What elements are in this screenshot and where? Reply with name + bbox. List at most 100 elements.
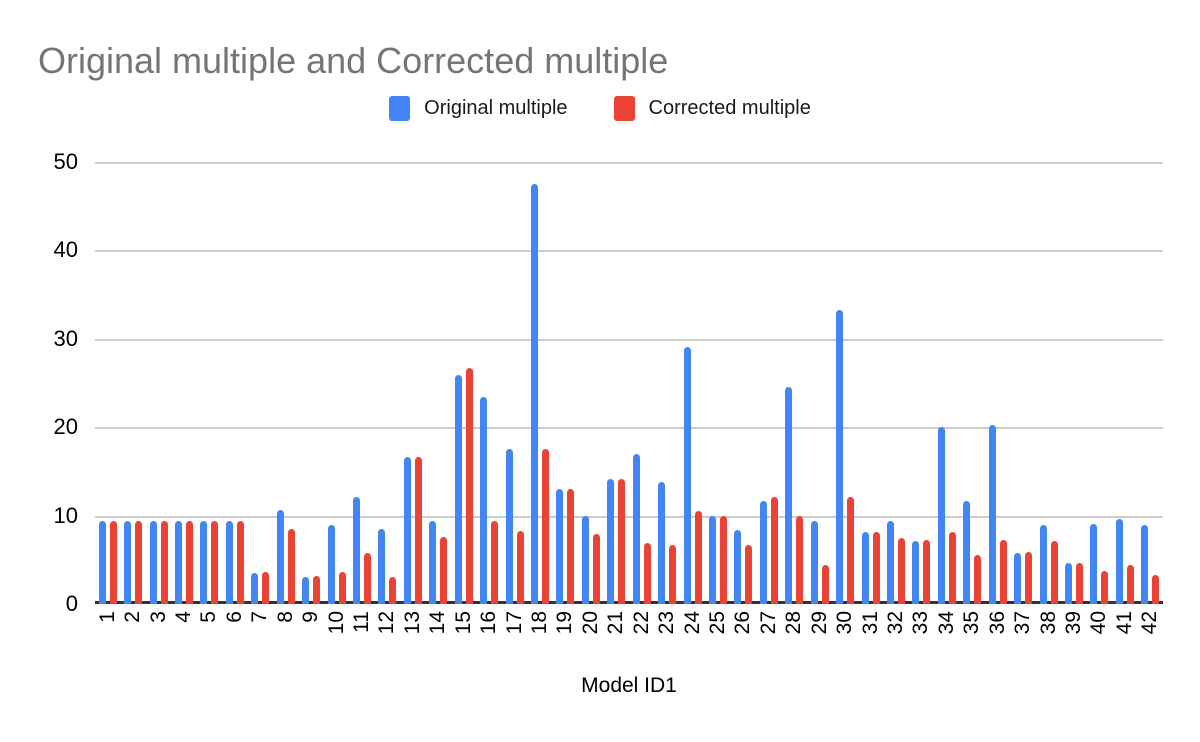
bar-original bbox=[581, 515, 589, 604]
x-tick-label: 31 bbox=[859, 611, 882, 635]
bar-original bbox=[1141, 525, 1149, 604]
bar-group bbox=[861, 532, 880, 604]
bar-corrected bbox=[821, 565, 829, 604]
bar-corrected bbox=[211, 520, 219, 604]
bar-original bbox=[378, 528, 386, 604]
bar-original bbox=[480, 397, 488, 604]
bar-original bbox=[887, 520, 894, 604]
bar-original bbox=[175, 520, 182, 604]
bar-group bbox=[276, 510, 295, 604]
bar-group bbox=[1039, 525, 1058, 604]
bar-original bbox=[276, 510, 284, 604]
bar-corrected bbox=[109, 520, 117, 604]
bar-group bbox=[632, 453, 651, 604]
x-tick-label: 7 bbox=[248, 611, 271, 623]
bar-group bbox=[912, 539, 931, 604]
bar-group bbox=[1065, 562, 1083, 604]
bar-original bbox=[836, 309, 844, 604]
bar-original bbox=[505, 449, 513, 604]
x-tick-label: 14 bbox=[426, 611, 449, 635]
x-tick-label: 8 bbox=[274, 611, 297, 623]
bar-corrected bbox=[440, 536, 448, 604]
gridline bbox=[95, 250, 1163, 252]
bar-group bbox=[734, 529, 753, 604]
bar-group bbox=[175, 520, 193, 604]
x-tick-label: 4 bbox=[172, 611, 195, 623]
bar-group bbox=[149, 520, 168, 604]
x-tick-label: 16 bbox=[477, 611, 500, 635]
bar-group bbox=[531, 184, 549, 604]
bar-group bbox=[581, 515, 600, 604]
bar-original bbox=[353, 497, 360, 604]
bar-corrected bbox=[262, 572, 270, 604]
x-tick-label: 5 bbox=[197, 611, 220, 623]
bar-corrected bbox=[389, 576, 397, 604]
bar-corrected bbox=[618, 479, 626, 604]
x-axis-title: Model ID1 bbox=[581, 674, 677, 697]
bar-group bbox=[225, 520, 244, 604]
legend: Original multiple Corrected multiple bbox=[0, 96, 1200, 121]
bar-group bbox=[1115, 519, 1134, 604]
x-tick-label: 37 bbox=[1011, 611, 1034, 635]
x-tick-label: 38 bbox=[1037, 611, 1060, 635]
bar-original bbox=[658, 482, 666, 604]
bar-group bbox=[1141, 525, 1160, 604]
bar-corrected bbox=[643, 543, 651, 604]
y-tick-label: 30 bbox=[53, 326, 78, 351]
bar-original bbox=[200, 520, 208, 604]
bar-corrected bbox=[1050, 541, 1058, 604]
x-tick-label: 26 bbox=[731, 611, 754, 635]
bar-original bbox=[149, 520, 157, 604]
legend-label-original: Original multiple bbox=[424, 97, 568, 119]
bar-corrected bbox=[872, 532, 880, 604]
bar-group bbox=[810, 520, 829, 604]
bar-group bbox=[607, 479, 626, 604]
bar-group bbox=[302, 575, 321, 604]
plot-area bbox=[95, 162, 1163, 604]
x-tick-label: 1 bbox=[96, 611, 119, 623]
bar-corrected bbox=[135, 520, 143, 604]
bar-group bbox=[454, 368, 473, 604]
x-tick-label: 17 bbox=[503, 611, 526, 635]
x-tick-label: 41 bbox=[1113, 611, 1136, 635]
legend-swatch-corrected-icon bbox=[613, 96, 635, 121]
bar-original bbox=[1115, 519, 1123, 604]
bar-corrected bbox=[948, 532, 956, 604]
bar-original bbox=[912, 541, 920, 604]
bar-original bbox=[1065, 563, 1072, 604]
bar-corrected bbox=[1152, 574, 1160, 604]
bar-corrected bbox=[414, 457, 422, 604]
bar-original bbox=[861, 532, 869, 604]
x-tick-label: 13 bbox=[401, 611, 424, 635]
x-axis-baseline bbox=[95, 601, 1163, 604]
bar-group bbox=[988, 424, 1007, 604]
x-tick-label: 20 bbox=[579, 611, 602, 635]
bar-original bbox=[531, 184, 538, 604]
bar-group bbox=[505, 449, 524, 604]
bar-original bbox=[98, 520, 106, 604]
x-tick-label: 36 bbox=[986, 611, 1009, 635]
bar-corrected bbox=[669, 544, 677, 604]
bar-group bbox=[378, 528, 397, 604]
x-tick-label: 9 bbox=[299, 611, 322, 623]
bar-original bbox=[785, 386, 793, 604]
bar-corrected bbox=[516, 530, 524, 604]
gridline bbox=[95, 427, 1163, 429]
bar-group bbox=[480, 397, 499, 604]
bar-corrected bbox=[745, 544, 753, 604]
bar-corrected bbox=[1076, 562, 1083, 604]
bar-corrected bbox=[567, 489, 575, 604]
x-tick-label: 18 bbox=[528, 611, 551, 635]
x-tick-label: 32 bbox=[884, 611, 907, 635]
bar-original bbox=[454, 375, 462, 604]
y-tick-label: 40 bbox=[53, 237, 78, 262]
legend-swatch-original-icon bbox=[389, 96, 411, 121]
bar-corrected bbox=[1126, 565, 1134, 604]
x-tick-label: 27 bbox=[757, 611, 780, 635]
bar-corrected bbox=[491, 520, 499, 604]
bar-original bbox=[124, 520, 132, 604]
bar-group bbox=[658, 482, 677, 604]
bar-original bbox=[1090, 523, 1098, 604]
x-tick-label: 30 bbox=[833, 611, 856, 635]
bar-corrected bbox=[236, 520, 244, 604]
